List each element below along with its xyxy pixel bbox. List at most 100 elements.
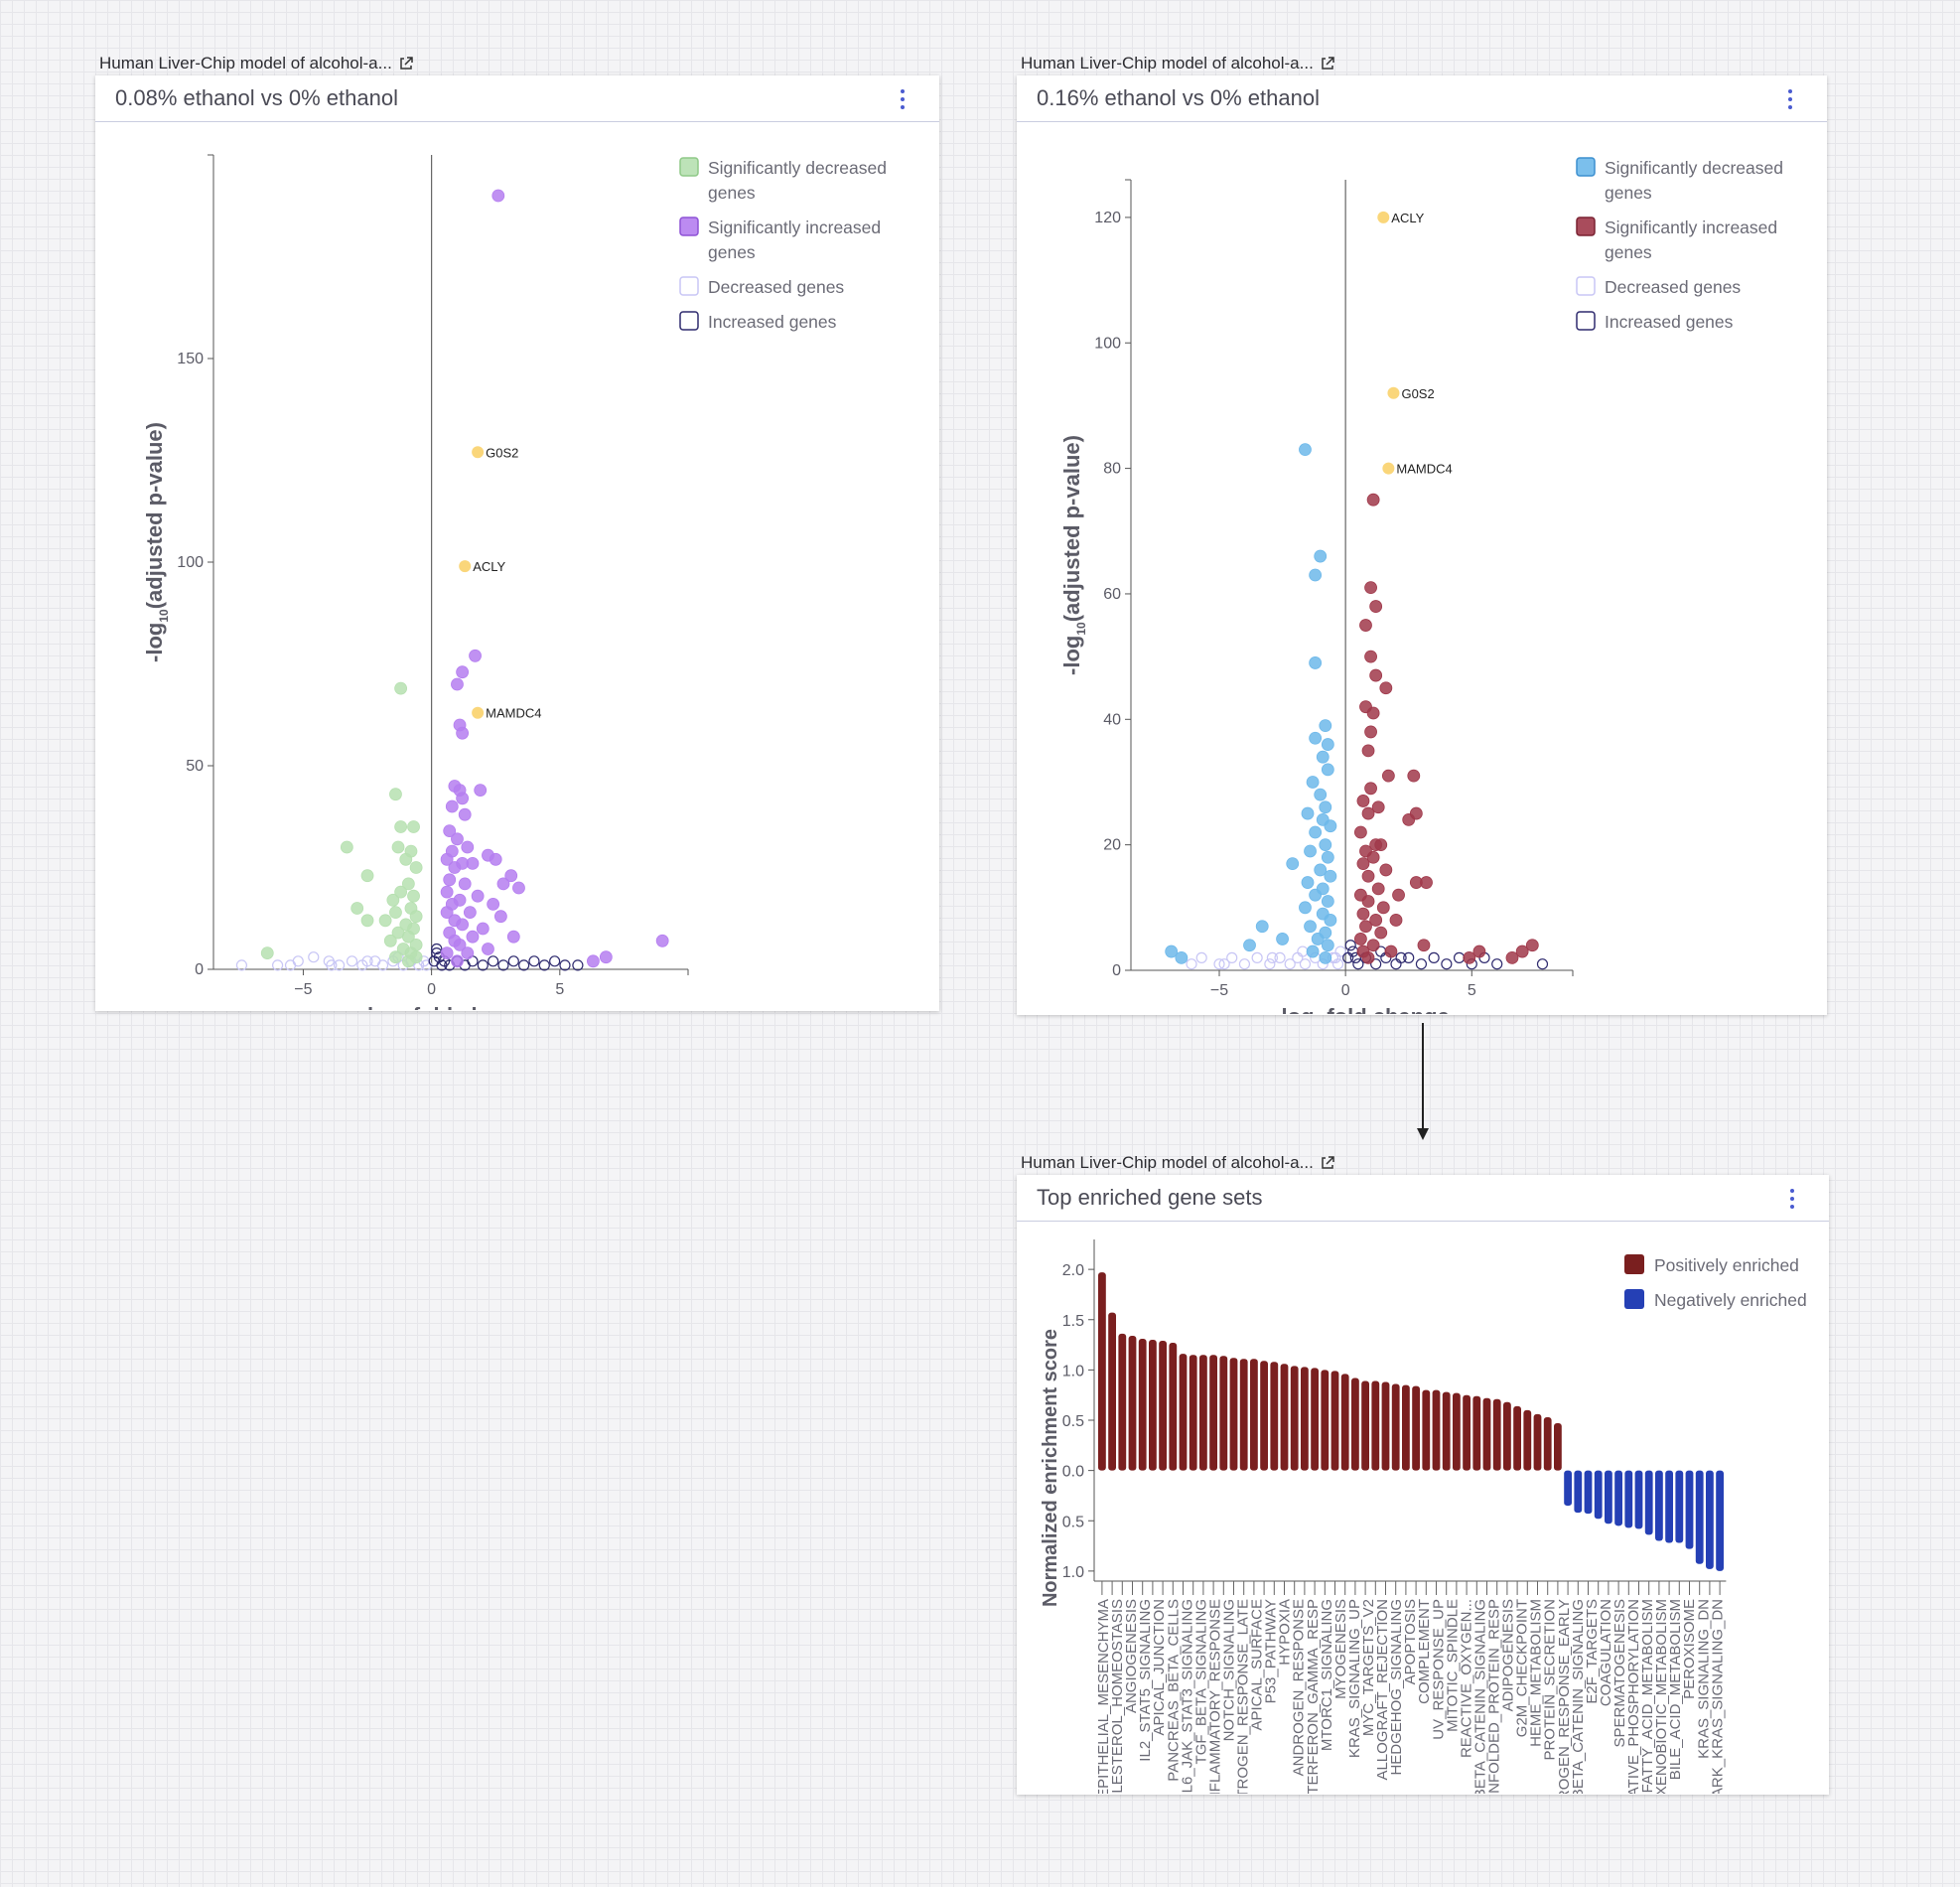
bar	[1128, 1335, 1137, 1471]
bar	[1513, 1405, 1521, 1471]
data-point	[1366, 939, 1380, 952]
bar	[1543, 1416, 1552, 1471]
external-link-icon[interactable]	[1320, 56, 1335, 72]
data-point	[504, 869, 518, 883]
data-point	[436, 959, 448, 971]
data-point	[235, 959, 248, 971]
data-point	[1364, 725, 1377, 739]
data-point	[453, 939, 467, 951]
data-point	[284, 959, 297, 971]
data-point	[1428, 951, 1440, 963]
data-point	[445, 799, 459, 813]
bar	[1533, 1413, 1542, 1471]
panel-2-menu-icon[interactable]	[1787, 89, 1793, 111]
bar	[1422, 1389, 1431, 1471]
data-point	[1379, 863, 1393, 877]
panel-2-header: 0.16% ethanol vs 0% ethanol	[1017, 75, 1827, 122]
data-point	[1299, 901, 1312, 915]
data-point	[389, 788, 402, 801]
y-tick-label: 20	[1103, 837, 1121, 854]
legend-label: genes	[1605, 242, 1652, 262]
data-point	[1324, 869, 1337, 883]
legend-label: Decreased genes	[1605, 277, 1741, 297]
panel-3-source-link[interactable]: Human Liver-Chip model of alcohol-a...	[1021, 1153, 1335, 1173]
panel-3-menu-icon[interactable]	[1789, 1189, 1795, 1211]
x-tick-label: 5	[555, 981, 564, 998]
data-point	[507, 955, 519, 967]
data-point	[482, 943, 494, 955]
x-tick-label: CHOLESTEROL_HOMEOSTASIS	[1109, 1599, 1126, 1794]
data-point	[292, 955, 304, 967]
panel-2-source-link[interactable]: Human Liver-Chip model of alcohol-a...	[1021, 54, 1335, 73]
x-tick-label: UV_RESPONSE_UP	[1430, 1599, 1447, 1740]
panel-1-header: 0.08% ethanol vs 0% ethanol	[95, 75, 939, 122]
labeled-gene-point	[472, 446, 485, 459]
bar	[1381, 1381, 1390, 1471]
data-point	[496, 877, 510, 891]
x-tick-label: IL6_JAK_STAT3_SIGNALING	[1179, 1599, 1195, 1794]
data-point	[1321, 763, 1334, 777]
data-point	[1392, 888, 1405, 902]
data-point	[506, 930, 520, 944]
data-point	[1374, 838, 1388, 852]
data-point	[538, 959, 550, 971]
data-point	[401, 930, 415, 944]
y-tick-label: 40	[1103, 711, 1121, 728]
bar	[1301, 1367, 1309, 1471]
legend-label: genes	[708, 183, 756, 203]
data-point	[458, 807, 472, 821]
volcano-chart-1: 0 50 100 150 −5 0 5 log2 fold change -log10(adju…	[142, 154, 887, 1010]
x-tick-label: NOTCH_SIGNALING	[1220, 1599, 1237, 1741]
panel-1-source-link[interactable]: Human Liver-Chip model of alcohol-a...	[99, 54, 414, 73]
bar	[1644, 1470, 1653, 1535]
data-point	[399, 852, 413, 866]
data-point	[1321, 939, 1334, 952]
data-point	[1374, 926, 1388, 940]
data-point	[1366, 850, 1380, 864]
data-point	[1324, 914, 1337, 927]
labeled-gene-point	[459, 560, 472, 573]
x-tick-label: ANDROGEN_RESPONSE	[1291, 1599, 1308, 1776]
data-point	[394, 681, 408, 695]
data-point	[407, 820, 420, 833]
data-point	[1403, 951, 1415, 963]
x-tick-label: 5	[1468, 982, 1476, 999]
y-tick-label: 1.5	[1062, 1313, 1084, 1330]
data-point	[378, 914, 392, 928]
x-tick-label: COAGULATION	[1598, 1599, 1614, 1706]
data-point	[1195, 951, 1207, 963]
data-point	[491, 189, 505, 203]
legend-label: Significantly decreased	[708, 158, 887, 178]
bar	[1605, 1470, 1612, 1524]
data-point	[1264, 958, 1276, 970]
data-point	[1301, 806, 1315, 820]
x-tick-label: BETA_CATENIN_SIGNALING	[1570, 1599, 1587, 1794]
legend-label: Significantly increased	[1605, 218, 1777, 237]
data-point	[401, 877, 415, 891]
panel-3-card: Top enriched gene sets 2.0 1.5 1.0 0.5 0.0 0.…	[1017, 1175, 1829, 1795]
data-point	[549, 955, 561, 967]
external-link-icon[interactable]	[398, 56, 414, 72]
y-tick-label: 0	[1112, 962, 1121, 979]
bar	[1311, 1368, 1319, 1471]
data-point	[361, 955, 373, 967]
data-point	[389, 906, 402, 919]
legend-swatch	[1624, 1254, 1644, 1274]
data-point	[1369, 914, 1383, 927]
data-point	[440, 852, 454, 866]
data-point	[1417, 939, 1431, 952]
y-tick-label: 1.0	[1062, 1363, 1084, 1379]
data-point	[1381, 769, 1395, 783]
gene-label: ACLY	[1391, 211, 1424, 225]
data-point	[1218, 958, 1230, 970]
data-point	[1238, 958, 1251, 970]
x-tick-label: HALLMARK_KRAS_SIGNALING_DN	[1709, 1599, 1726, 1794]
bar	[1594, 1470, 1603, 1520]
data-point	[488, 955, 499, 967]
panel-1-menu-icon[interactable]	[900, 89, 906, 111]
x-tick-label: MITOTIC_SPINDLE	[1444, 1599, 1461, 1732]
external-link-icon[interactable]	[1320, 1155, 1335, 1171]
data-point	[1356, 795, 1370, 807]
legend-swatch	[1576, 311, 1596, 331]
